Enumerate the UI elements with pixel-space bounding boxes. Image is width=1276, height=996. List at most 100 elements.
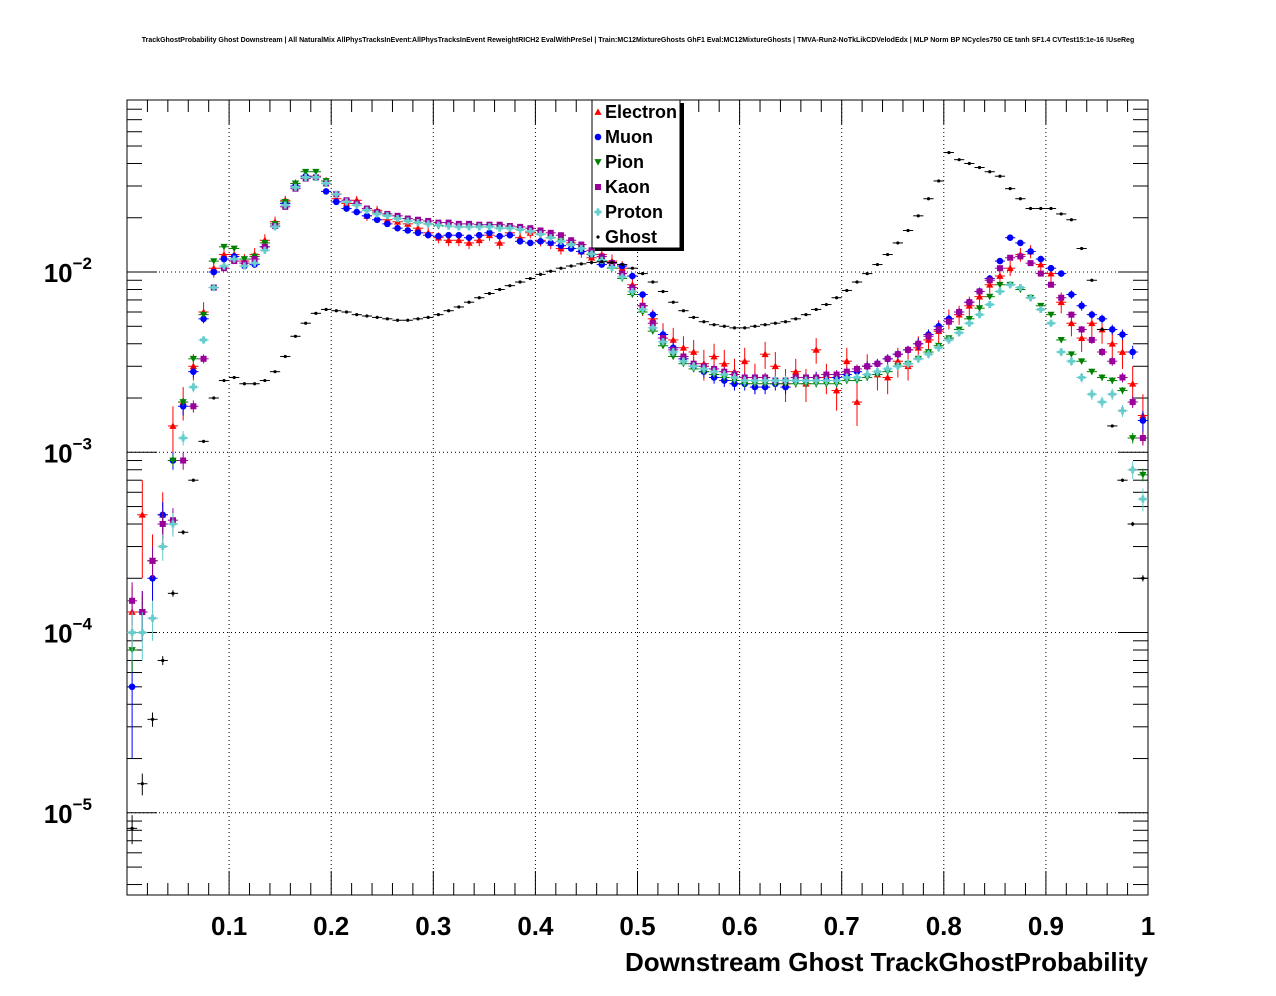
x-tick-labels: 0.1 0.2 0.3 0.4 0.5 0.6 0.7 0.8 0.9 1 (211, 911, 1155, 941)
ghost-point (426, 315, 430, 320)
proton-point (557, 237, 565, 245)
ghost-point (1131, 522, 1135, 526)
proton-point (690, 362, 698, 370)
ghost-point (1008, 187, 1012, 191)
proton-point (1047, 319, 1055, 327)
muon-point (1088, 311, 1096, 318)
legend-label-pion: Pion (605, 152, 644, 172)
muon-point (1098, 315, 1106, 323)
muon-point (1037, 255, 1045, 263)
ghost-point (1069, 218, 1074, 222)
legend-label-proton: Proton (605, 202, 663, 222)
x-tick-label: 0.5 (619, 911, 655, 941)
kaon-point (537, 227, 544, 234)
proton-point (393, 214, 402, 223)
pion-point (1047, 311, 1055, 319)
ghost-point (630, 266, 634, 270)
data-series (127, 150, 1148, 845)
ghost-point (722, 324, 726, 328)
proton-point (986, 300, 994, 309)
kaon-point (1129, 399, 1136, 406)
proton-point (251, 259, 259, 267)
ghost-point (467, 300, 471, 304)
kaon-point (149, 557, 156, 564)
muon-point (547, 239, 555, 247)
pion-point (1088, 368, 1096, 376)
proton-point (1129, 466, 1137, 474)
proton-point (649, 324, 657, 332)
legend-marker-kaon (595, 184, 601, 190)
x-tick-label: 0.2 (313, 911, 349, 941)
legend-entry-electron: Electron (594, 102, 677, 122)
legend-entry-kaon: Kaon (595, 177, 650, 197)
pion-point (1118, 387, 1127, 395)
kaon-point (1068, 311, 1075, 318)
proton-point (179, 434, 187, 442)
electron-point (771, 362, 779, 370)
electron-point (792, 368, 800, 375)
muon-point (1017, 239, 1024, 247)
pion-point (210, 258, 218, 265)
muon-point (557, 242, 565, 249)
electron-point (812, 346, 820, 353)
ghost-point (528, 276, 532, 281)
electron-point (832, 386, 841, 394)
x-tick-label: 1 (1141, 911, 1155, 941)
electron-point (679, 344, 688, 351)
x-axis-title: Downstream Ghost TrackGhostProbability (625, 947, 1149, 977)
ghost-point (773, 321, 777, 325)
ghost-point (967, 161, 971, 166)
y-tick-base: 10 (44, 258, 73, 288)
proton-point (220, 262, 228, 270)
electron-point (884, 373, 892, 381)
kaon-point (547, 229, 554, 236)
proton-point (404, 217, 412, 225)
kaon-point (1007, 254, 1014, 261)
ghost-point (804, 313, 808, 317)
electron-point (169, 422, 177, 429)
proton-point (853, 373, 861, 382)
legend: Electron Muon Pion Kaon Proton Ghost (591, 99, 684, 251)
ghost-point (906, 228, 910, 233)
ghost-point (232, 375, 236, 380)
kaon-point (251, 256, 258, 263)
proton-point (434, 221, 443, 229)
y-tick-exponent: −5 (73, 795, 92, 814)
y-tick-base: 10 (44, 619, 73, 649)
proton-point (1139, 495, 1147, 503)
pion-point (1098, 374, 1106, 382)
ghost-point (620, 262, 624, 267)
proton-point (924, 350, 933, 358)
proton-point (781, 376, 790, 385)
muon-point (649, 311, 657, 318)
proton-point (894, 362, 902, 370)
ghost-point (242, 382, 247, 386)
ghost-point (181, 530, 185, 534)
electron-point (843, 357, 851, 365)
ghost-point (783, 320, 788, 324)
proton-point (1078, 373, 1086, 382)
kaon-point (1088, 336, 1095, 343)
legend-label-muon: Muon (605, 127, 653, 147)
kaon-point (956, 309, 963, 316)
kaon-point (649, 320, 656, 327)
electron-point (1006, 264, 1014, 272)
kaon-point (884, 355, 891, 362)
pion-point (659, 342, 667, 350)
pion-point (996, 281, 1004, 289)
x-tick-label: 0.6 (722, 911, 758, 941)
muon-point (526, 239, 534, 247)
kaon-point (200, 355, 207, 362)
kaon-point (1017, 253, 1024, 260)
pion-point (649, 328, 657, 335)
kaon-point (864, 363, 871, 370)
proton-point (935, 344, 943, 352)
proton-point (659, 338, 667, 346)
y-tick-exponent: −3 (73, 434, 92, 453)
ghost-point (916, 214, 920, 218)
proton-point (761, 376, 769, 385)
electron-point (669, 336, 677, 343)
muon-point (1057, 270, 1065, 277)
x-tick-label: 0.1 (211, 911, 247, 941)
kaon-point (1099, 348, 1106, 355)
